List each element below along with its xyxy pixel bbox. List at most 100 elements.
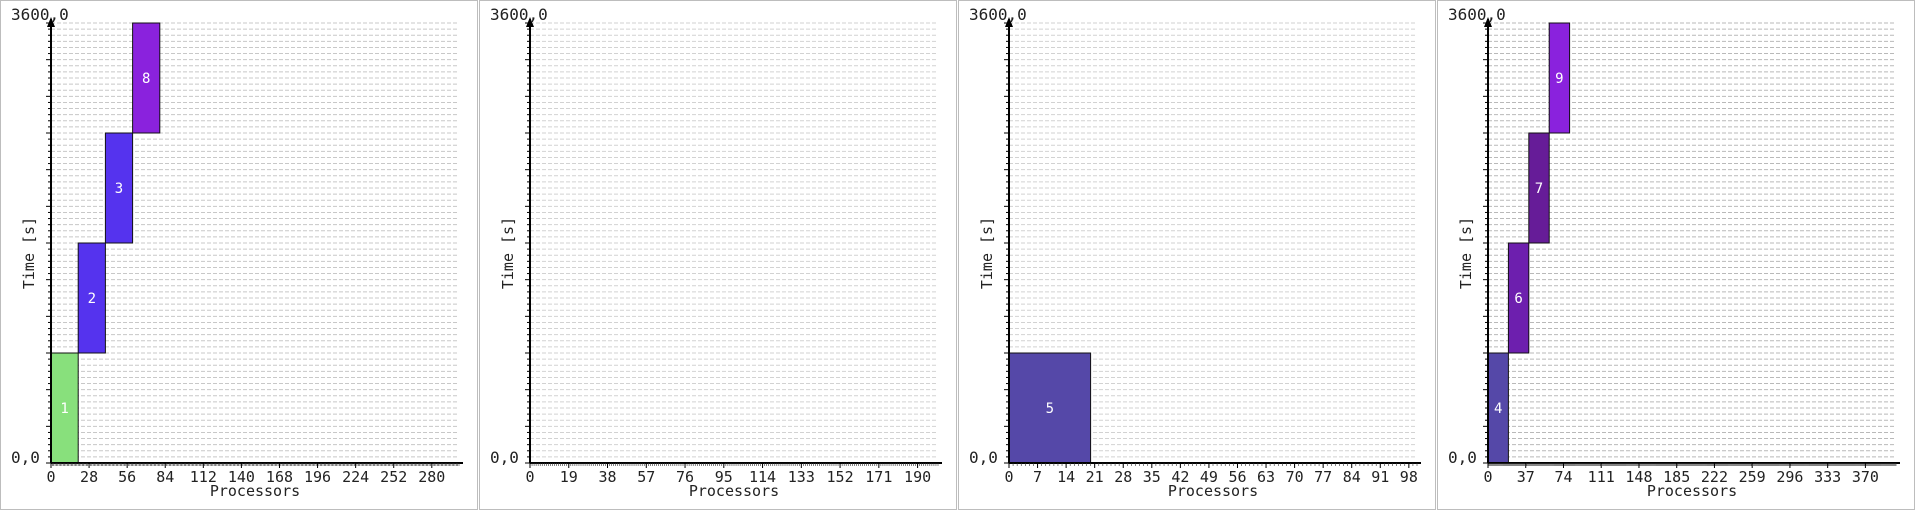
job-block (1507, 242, 1530, 354)
x-tick-label: 259 (1739, 468, 1766, 486)
job-block (104, 132, 134, 244)
x-tick-label: 133 (788, 468, 815, 486)
y-max-label: 3600,0 (490, 5, 548, 24)
job-label: 3 (115, 181, 123, 197)
x-tick-label: 19 (560, 468, 578, 486)
chart-panel-3: 5 0 7 14 21 28 35 42 49 56 63 70 77 84 91 98 3600,0 0,0 Pr… (958, 0, 1436, 510)
job-7: 7 (1528, 132, 1550, 244)
chart-panel-1: 1 2 3 8 0 28 56 84 112 140 168 196 224 252 280 3600,0 0,… (0, 0, 478, 510)
gantt-chart-3: 5 0 7 14 21 28 35 42 49 56 63 70 77 84 91 98 3600,0 0,0 Pr… (969, 5, 1421, 500)
x-tick-label: 35 (1143, 468, 1161, 486)
y-axis-arrow (47, 17, 55, 27)
job-9: 9 (1548, 22, 1571, 134)
grid (530, 22, 938, 458)
job-8: 8 (132, 22, 161, 134)
job-label: 1 (60, 401, 68, 417)
y-axis-title: Time [s] (1457, 217, 1475, 289)
job-block (1008, 352, 1092, 464)
y-axis-title: Time [s] (20, 217, 38, 289)
x-tick-label: 168 (266, 468, 293, 486)
gantt-chart-1: 1 2 3 8 0 28 56 84 112 140 168 196 224 252 280 3600,0 0,… (11, 5, 463, 500)
x-tick-label: 296 (1776, 468, 1803, 486)
x-tick-label: 0 (1483, 468, 1492, 486)
x-tick-label: 38 (598, 468, 616, 486)
y-max-label: 3600,0 (1448, 5, 1506, 24)
origin-label: 0,0 (1448, 448, 1477, 467)
x-tick-label: 74 (1554, 468, 1572, 486)
job-label: 4 (1494, 401, 1502, 417)
job-2: 2 (77, 242, 106, 354)
x-tick-label: 57 (637, 468, 655, 486)
origin-label: 0,0 (11, 448, 40, 467)
x-tick-label: 196 (304, 468, 331, 486)
x-tick-label: 37 (1517, 468, 1535, 486)
x-tick-label: 77 (1314, 468, 1332, 486)
x-tick-label: 171 (865, 468, 892, 486)
job-block (1548, 22, 1571, 134)
y-axis-title: Time [s] (499, 217, 517, 289)
job-5: 5 (1008, 352, 1092, 464)
x-tick-label: 370 (1852, 468, 1879, 486)
x-tick-label: 252 (380, 468, 407, 486)
x-axis-title: Processors (210, 482, 300, 500)
job-label: 2 (88, 291, 96, 307)
y-axis-title: Time [s] (978, 217, 996, 289)
job-4: 4 (1487, 352, 1509, 464)
x-tick-label: 63 (1257, 468, 1275, 486)
x-tick-label: 7 (1033, 468, 1042, 486)
x-tick-label: 28 (80, 468, 98, 486)
x-tick-label: 84 (156, 468, 174, 486)
job-6: 6 (1507, 242, 1530, 354)
y-max-label: 3600,0 (11, 5, 69, 24)
x-tick-label: 42 (1171, 468, 1189, 486)
x-tick-label: 91 (1371, 468, 1389, 486)
job-1: 1 (50, 352, 79, 464)
chart-panel-2: 0 19 38 57 76 95 114 133 152 171 190 3600,0 0,0 Proce… (479, 0, 957, 510)
x-tick-label: 114 (749, 468, 776, 486)
chart-panel-4: 4 6 7 9 0 37 74 111 148 185 222 259 296 333 370 3600,0 0… (1437, 0, 1915, 510)
x-tick-label: 222 (1701, 468, 1728, 486)
job-block (77, 242, 106, 354)
job-label: 6 (1514, 291, 1522, 307)
x-tick-label: 333 (1814, 468, 1841, 486)
x-axis-title: Processors (1168, 482, 1258, 500)
x-tick-label: 84 (1343, 468, 1361, 486)
job-label: 7 (1535, 181, 1543, 197)
x-tick-label: 152 (827, 468, 854, 486)
x-tick-label: 140 (228, 468, 255, 486)
x-tick-label: 224 (342, 468, 369, 486)
origin-label: 0,0 (969, 448, 998, 467)
x-tick-label: 49 (1200, 468, 1218, 486)
y-max-label: 3600,0 (969, 5, 1027, 24)
x-axis-title: Processors (1647, 482, 1737, 500)
x-tick-label: 0 (1004, 468, 1013, 486)
y-axis-arrow (1484, 17, 1492, 27)
x-tick-label: 28 (1114, 468, 1132, 486)
x-tick-label: 0 (525, 468, 534, 486)
y-axis-arrow (526, 17, 534, 27)
gantt-chart-4: 4 6 7 9 0 37 74 111 148 185 222 259 296 333 370 3600,0 0… (1448, 5, 1900, 500)
job-block (50, 352, 79, 464)
job-label: 5 (1046, 401, 1054, 417)
grid (51, 22, 459, 458)
x-tick-label: 0 (46, 468, 55, 486)
x-tick-label: 190 (904, 468, 931, 486)
job-block (1528, 132, 1550, 244)
x-tick-label: 56 (1228, 468, 1246, 486)
x-tick-label: 112 (190, 468, 217, 486)
y-axis-arrow (1005, 17, 1013, 27)
x-tick-label: 21 (1086, 468, 1104, 486)
x-tick-label: 111 (1588, 468, 1615, 486)
x-tick-label: 148 (1625, 468, 1652, 486)
x-tick-label: 56 (118, 468, 136, 486)
job-label: 8 (142, 71, 150, 87)
x-axis-title: Processors (689, 482, 779, 500)
job-block (132, 22, 161, 134)
x-tick-label: 95 (715, 468, 733, 486)
x-tick-label: 76 (676, 468, 694, 486)
job-label: 9 (1555, 71, 1563, 87)
origin-label: 0,0 (490, 448, 519, 467)
x-tick-label: 98 (1400, 468, 1418, 486)
x-tick-label: 280 (418, 468, 445, 486)
job-3: 3 (104, 132, 134, 244)
